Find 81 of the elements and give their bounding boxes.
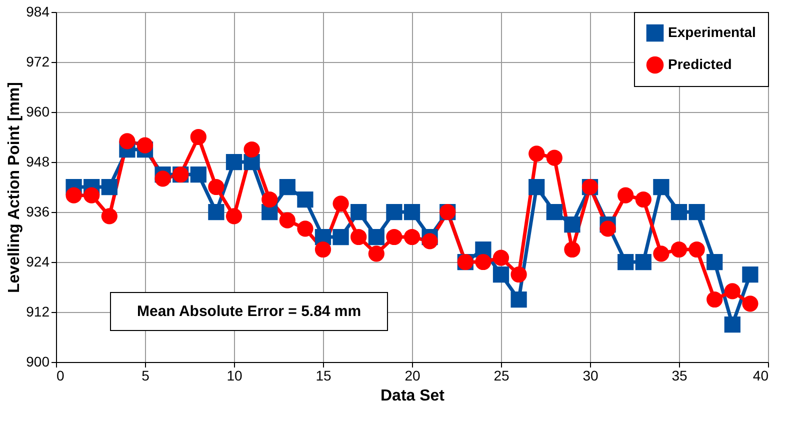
point (653, 246, 670, 262)
point (368, 246, 384, 262)
point (724, 316, 740, 333)
x-tick-label: 25 (494, 368, 510, 384)
y-tick-label: 960 (26, 104, 50, 120)
y-axis-title: Levelling Action Point [mm] (6, 82, 24, 293)
point (226, 154, 242, 170)
point (404, 228, 420, 246)
point (244, 141, 260, 158)
point (101, 208, 118, 224)
x-tick-label: 15 (316, 368, 332, 384)
point (688, 241, 705, 258)
x-tick-label: 35 (672, 368, 688, 384)
point (564, 216, 580, 233)
point (136, 137, 154, 154)
y-tick-label: 900 (26, 354, 50, 370)
note-box: Mean Absolute Error = 5.84 mm (110, 292, 388, 331)
point (190, 166, 206, 183)
point (510, 266, 527, 283)
point (279, 212, 296, 228)
point (297, 220, 314, 237)
point (208, 204, 224, 220)
point (84, 187, 100, 204)
point (332, 228, 349, 246)
point (546, 150, 562, 166)
point (119, 133, 136, 150)
point (332, 196, 349, 212)
x-tick-label: 40 (752, 368, 769, 384)
point (368, 228, 384, 246)
point (492, 250, 510, 266)
x-tick-label: 20 (404, 368, 420, 384)
y-tick-label: 984 (26, 4, 50, 20)
point (208, 178, 224, 196)
y-tick-label: 924 (26, 254, 50, 270)
point (600, 220, 616, 237)
x-tick-label: 0 (56, 368, 64, 384)
point (618, 254, 634, 270)
point (226, 208, 242, 224)
point (314, 241, 332, 258)
point (742, 296, 758, 312)
point (492, 266, 510, 283)
y-tick-label: 972 (26, 54, 50, 70)
x-tick-label: 10 (226, 368, 242, 384)
point (635, 254, 652, 270)
point (724, 283, 740, 300)
point (706, 254, 723, 270)
x-tick-label: 30 (582, 368, 598, 384)
x-tick-label: 5 (142, 368, 150, 384)
point (350, 228, 367, 246)
point (528, 178, 545, 196)
point (386, 228, 402, 246)
point (528, 146, 545, 162)
y-tick-label: 936 (26, 204, 50, 220)
point (190, 128, 206, 146)
y-tick-label: 948 (26, 154, 50, 170)
legend-label: Experimental (668, 24, 756, 40)
point (404, 204, 420, 220)
point (154, 170, 171, 187)
point (635, 191, 652, 208)
point (688, 204, 705, 220)
x-axis-title: Data Set (380, 388, 446, 404)
point (564, 241, 580, 258)
point (653, 178, 670, 196)
point (422, 233, 438, 250)
point (742, 266, 758, 283)
legend-label: Predicted (668, 56, 732, 72)
point (297, 191, 314, 208)
point (706, 291, 723, 308)
point (66, 187, 82, 204)
point (101, 178, 118, 196)
point (546, 204, 562, 220)
point (475, 254, 492, 270)
point (262, 191, 278, 208)
point (386, 204, 402, 220)
point (279, 178, 296, 196)
point (350, 204, 367, 220)
point (510, 291, 527, 308)
y-tick-label: 912 (26, 304, 50, 320)
point (670, 241, 688, 258)
point (670, 204, 688, 220)
point (618, 187, 634, 204)
